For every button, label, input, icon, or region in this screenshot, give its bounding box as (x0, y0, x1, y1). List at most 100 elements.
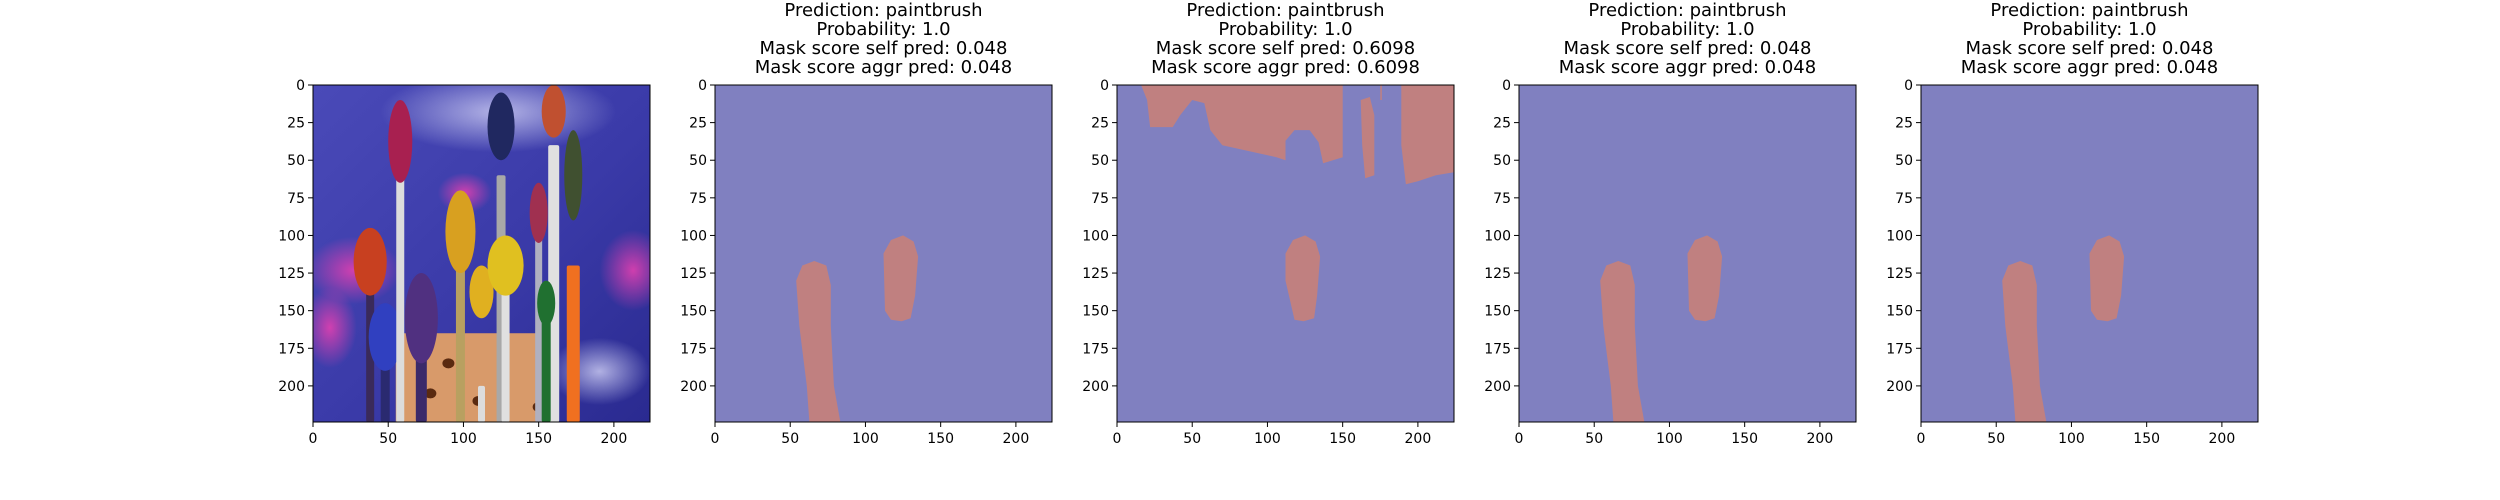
y-tick-label: 100 (1082, 228, 1109, 244)
panel-title-line: Mask score self pred: 0.048 (1564, 38, 1812, 59)
brush-handle (478, 385, 485, 422)
y-tick-label: 75 (1091, 191, 1109, 207)
axes-frame (312, 84, 651, 423)
panel-title-line: Probability: 1.0 (2022, 19, 2156, 40)
panel-title-line: Mask score aggr pred: 0.6098 (1151, 57, 1420, 78)
x-tick-label: 150 (927, 431, 954, 447)
y-tick-label: 175 (278, 341, 305, 357)
y-tick-label: 200 (1484, 379, 1511, 395)
x-tick-label: 100 (852, 431, 879, 447)
mask-region (796, 261, 841, 422)
panel-title-line: Mask score aggr pred: 0.048 (755, 57, 1012, 78)
panel-title-line: Mask score self pred: 0.6098 (1156, 38, 1415, 59)
axes-frame (1920, 84, 2259, 423)
panel-title-line: Mask score aggr pred: 0.048 (1961, 57, 2218, 78)
brush-handle (396, 130, 405, 422)
x-tick-label: 0 (1917, 431, 1926, 447)
y-tick-label: 75 (287, 191, 305, 207)
brush-tip (469, 265, 494, 319)
y-tick-label: 25 (1091, 116, 1109, 132)
x-tick-label: 100 (2058, 431, 2085, 447)
brush-handle (535, 235, 543, 422)
x-tick-label: 200 (2209, 431, 2236, 447)
panel-image (313, 85, 650, 422)
x-tick-label: 100 (1656, 431, 1683, 447)
axes-frame (714, 84, 1053, 423)
brush-handle (566, 265, 580, 422)
y-tick-label: 100 (1484, 228, 1511, 244)
y-tick-label: 100 (680, 228, 707, 244)
y-tick-label: 25 (1895, 116, 1913, 132)
y-tick-label: 100 (278, 228, 305, 244)
x-tick-label: 200 (1405, 431, 1432, 447)
brush-tip (487, 92, 515, 161)
y-tick-label: 175 (1886, 341, 1913, 357)
brush-tip (368, 303, 402, 371)
mask-region (1600, 261, 1645, 422)
y-tick-label: 75 (1493, 191, 1511, 207)
panel-image (1519, 85, 1856, 422)
x-tick-label: 0 (1515, 431, 1524, 447)
y-tick-label: 200 (1082, 379, 1109, 395)
x-tick-label: 200 (601, 431, 628, 447)
y-tick-label: 0 (1904, 78, 1913, 94)
x-tick-label: 150 (1329, 431, 1356, 447)
x-tick-label: 200 (1003, 431, 1030, 447)
x-tick-label: 150 (525, 431, 552, 447)
y-tick-label: 50 (689, 153, 707, 169)
x-tick-label: 0 (711, 431, 720, 447)
panel-1: 0 50 100 150 200 0 25 50 75 100 125 150 175 200 (278, 78, 651, 447)
panel-title-line: Mask score self pred: 0.048 (760, 38, 1008, 59)
y-tick-label: 100 (1886, 228, 1913, 244)
mask-region (2089, 235, 2125, 322)
panel-title-line: Prediction: paintbrush (1588, 0, 1786, 21)
y-tick-label: 0 (1100, 78, 1109, 94)
holder-hole (442, 358, 455, 369)
brush-tip (353, 227, 387, 296)
panel-image (1921, 85, 2258, 422)
mask-region (1285, 235, 1321, 322)
brush-tip (541, 85, 566, 138)
photo-blur (313, 287, 357, 369)
panel-title-line: Probability: 1.0 (1218, 19, 1352, 40)
y-tick-label: 150 (278, 304, 305, 320)
panel-title-line: Prediction: paintbrush (784, 0, 982, 21)
brush-tip (537, 280, 556, 326)
y-tick-label: 125 (1886, 266, 1913, 282)
x-tick-label: 150 (2133, 431, 2160, 447)
y-tick-label: 125 (1484, 266, 1511, 282)
y-tick-label: 200 (680, 379, 707, 395)
panel-title-line: Prediction: paintbrush (1990, 0, 2188, 21)
x-tick-label: 50 (781, 431, 799, 447)
y-tick-label: 125 (278, 266, 305, 282)
y-tick-label: 75 (689, 191, 707, 207)
y-tick-label: 50 (1895, 153, 1913, 169)
mask-region (1141, 85, 1343, 164)
holder-hole (424, 388, 437, 399)
photo-blur (548, 337, 650, 406)
mask-region (1401, 85, 1454, 185)
y-tick-label: 150 (680, 304, 707, 320)
panel-title-line: Probability: 1.0 (1620, 19, 1754, 40)
mask-region (2002, 261, 2047, 422)
x-tick-label: 100 (1254, 431, 1281, 447)
brush-tip (564, 130, 583, 221)
x-tick-label: 50 (1987, 431, 2005, 447)
panel-image (1117, 85, 1454, 422)
y-tick-label: 150 (1886, 304, 1913, 320)
panel-title-line: Mask score aggr pred: 0.048 (1559, 57, 1816, 78)
mask-region (883, 235, 919, 322)
panel-title-line: Probability: 1.0 (816, 19, 950, 40)
y-tick-label: 25 (689, 116, 707, 132)
brush-tip (445, 190, 476, 274)
x-tick-label: 100 (450, 431, 477, 447)
brush-tip (487, 235, 524, 296)
x-tick-label: 150 (1731, 431, 1758, 447)
x-tick-label: 0 (309, 431, 318, 447)
y-tick-label: 150 (1484, 304, 1511, 320)
mask-region (1380, 85, 1382, 100)
